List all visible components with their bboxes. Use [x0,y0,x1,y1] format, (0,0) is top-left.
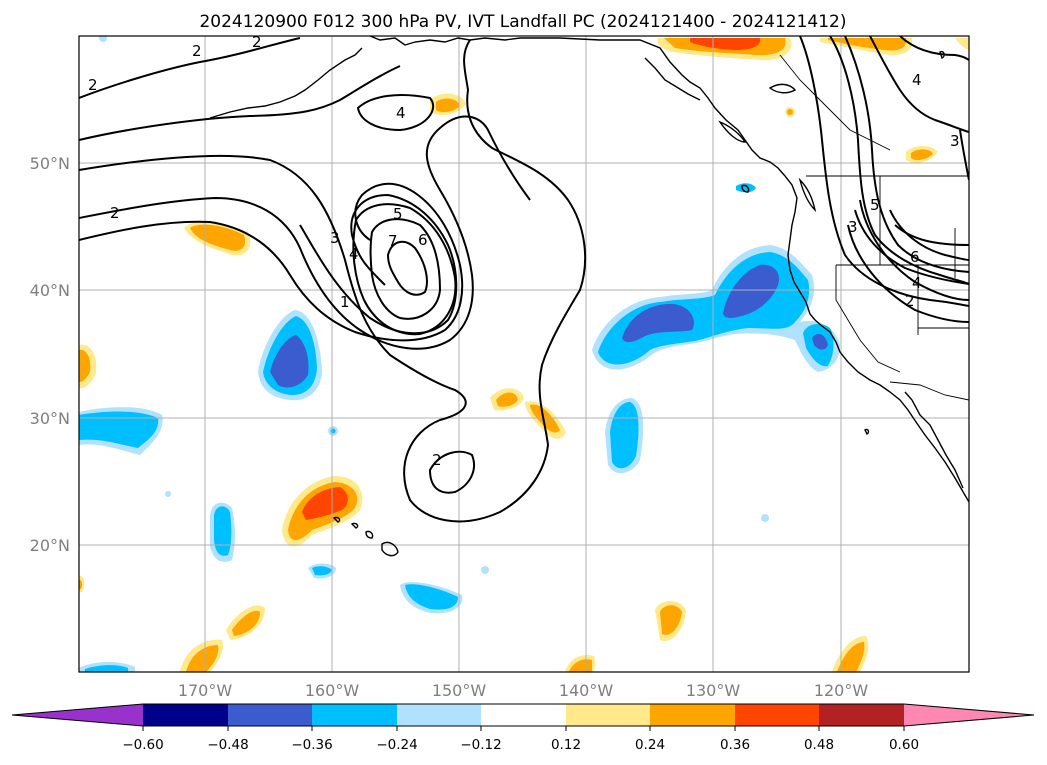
contour-label: 2 [905,292,915,310]
pv-contour-2-west [79,115,531,350]
contour-label: 5 [393,205,403,223]
lat-label: 30°N [30,409,70,428]
colorbar-segment [228,704,312,726]
colorbar-extend-min [12,704,143,726]
colorbar: −0.60 −0.48 −0.36 −0.24 −0.12 0.12 0.24 … [11,703,1035,753]
pv-contour-1 [79,39,587,523]
contour-label: 2 [252,33,262,51]
colorbar-extend-max [904,704,1034,726]
pv-contour-2-gyre [428,450,475,494]
longitude-labels: 170°W 160°W 150°W 140°W 130°W 120°W [178,681,869,700]
colorbar-tick-label: −0.48 [207,737,248,753]
contour-label: 3 [848,218,858,236]
colorbar-segment [735,704,819,726]
colorbar-segment [143,704,228,726]
colorbar-tick-label: 0.36 [720,737,750,753]
ivt-anomaly-shading [79,36,969,672]
contour-label: 4 [912,71,922,89]
contour-label: 2 [110,204,120,222]
contour-label: 2 [192,42,202,60]
lat-label: 20°N [30,536,70,555]
contour-label: 7 [388,232,398,250]
colorbar-ticks [142,726,905,731]
contour-label: 5 [870,196,880,214]
contour-label: 2 [432,451,442,469]
pv-contour-6 [369,218,442,320]
pv-contours [79,36,969,523]
contour-label: 6 [418,231,428,249]
colorbar-segment [397,704,481,726]
contour-label: 4 [912,274,922,292]
hawaii-islands [381,541,399,557]
lon-label: 160°W [305,681,360,700]
lon-label: 170°W [178,681,233,700]
figure-title: 2024120900 F012 300 hPa PV, IVT Landfall… [199,12,846,32]
contour-label: 4 [349,245,359,263]
colorbar-tick-label: −0.36 [291,737,332,753]
colorbar-tick-label: 0.12 [551,737,581,753]
pv-contour-labels: 2 2 2 4 2 5 7 6 3 4 1 2 5 6 4 2 3 4 3 [88,33,960,469]
map-area: 2 2 2 4 2 5 7 6 3 4 1 2 5 6 4 2 3 4 3 [79,33,969,672]
latitude-labels: 50°N 40°N 30°N 20°N [30,154,70,555]
colorbar-tick-label: −0.24 [376,737,417,753]
colorbar-tick-label: −0.60 [122,737,163,753]
pv-contour-7 [386,240,428,296]
pv-contour-2-west-top [79,37,301,99]
contour-label: 3 [330,229,340,247]
lon-label: 130°W [686,681,741,700]
colorbar-segment [481,704,566,726]
lon-label: 140°W [559,681,614,700]
lat-label: 40°N [30,281,70,300]
coastlines [209,36,969,557]
lon-label: 120°W [814,681,869,700]
map-frame [78,35,970,673]
colorbar-tick-label: 0.48 [804,737,834,753]
lon-label: 150°W [432,681,487,700]
colorbar-tick-label: 0.24 [635,737,665,753]
colorbar-tick-labels: −0.60 −0.48 −0.36 −0.24 −0.12 0.12 0.24 … [122,737,919,753]
colorbar-tick-label: −0.12 [460,737,501,753]
north-america-coast [369,36,969,503]
colorbar-segment [312,704,397,726]
colorbar-tick-label: 0.60 [889,737,919,753]
pv-contour-ridge-1 [799,36,969,307]
contour-label: 1 [340,293,350,311]
colorbar-segment [650,704,735,726]
contour-label: 6 [910,248,920,266]
lat-label: 50°N [30,154,70,173]
contour-label: 3 [950,132,960,150]
contour-label: 4 [396,104,406,122]
colorbar-segment [566,704,650,726]
contour-label: 2 [88,76,98,94]
colorbar-segment [819,704,904,726]
